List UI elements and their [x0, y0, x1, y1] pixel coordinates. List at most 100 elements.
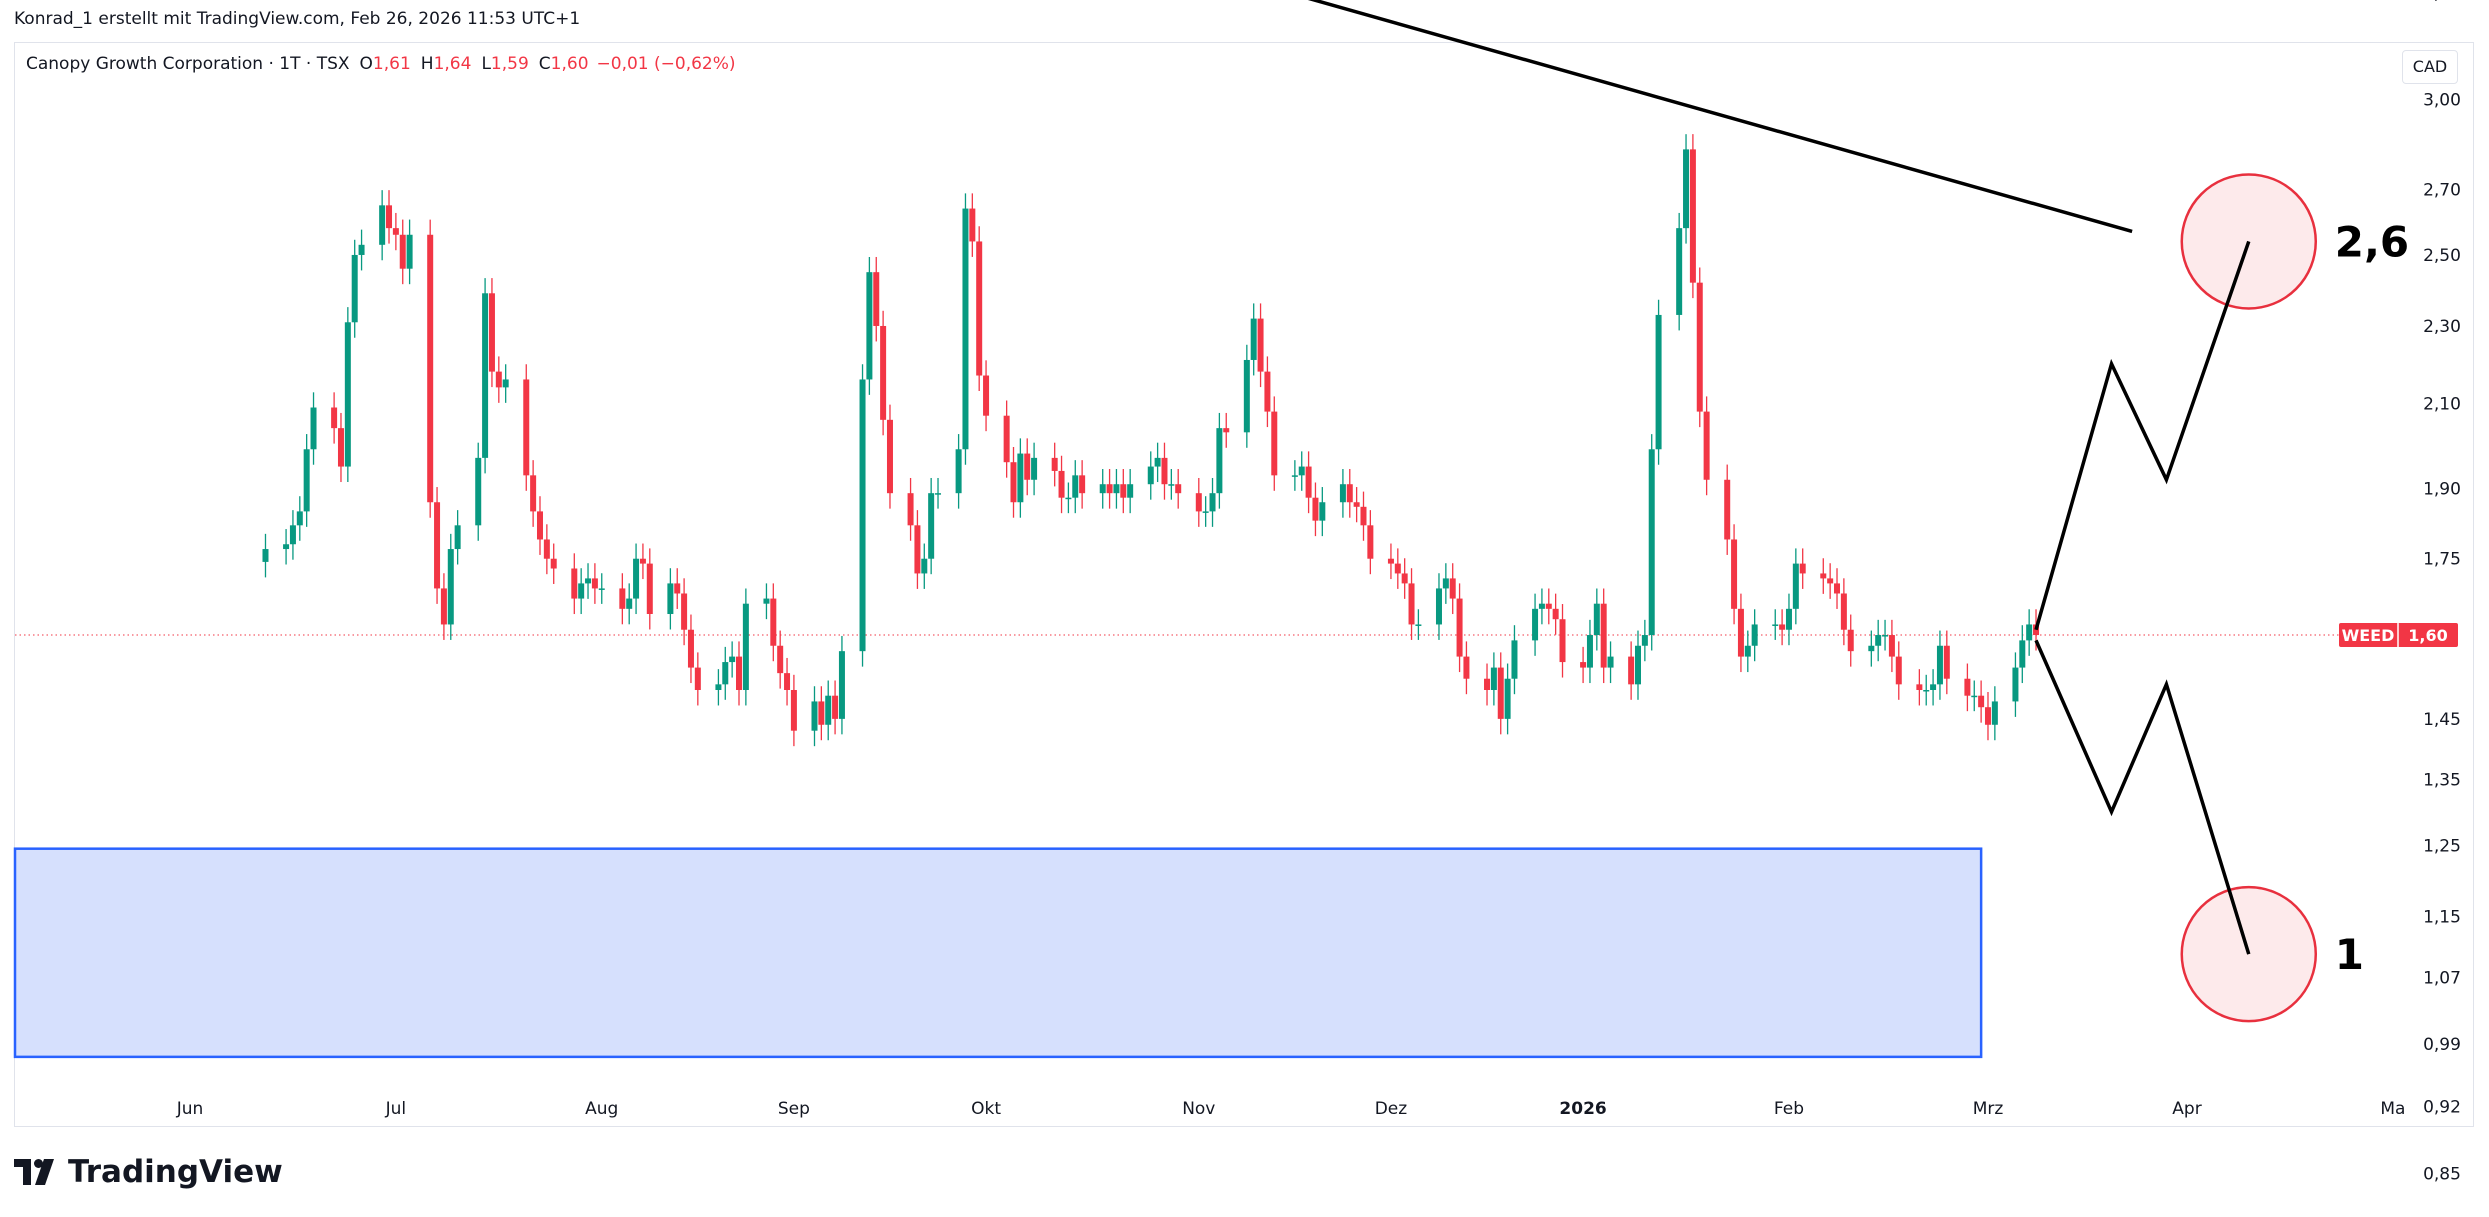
chart-legend: Canopy Growth Corporation · 1T · TSX O1,6… — [26, 54, 736, 74]
candle-body — [1600, 603, 1607, 668]
candle-body — [1580, 662, 1587, 668]
candle-body — [523, 379, 530, 476]
candle-body — [454, 525, 461, 550]
candle-body — [866, 272, 873, 380]
candle-body — [1895, 656, 1902, 685]
candle-body — [818, 701, 825, 725]
candle-body — [262, 549, 269, 562]
candle-body — [763, 598, 770, 604]
y-axis-tick-label: 2,30 — [2423, 317, 2461, 337]
candle-body — [598, 588, 605, 590]
candle-body — [1820, 573, 1827, 579]
candle-body — [1209, 493, 1216, 512]
candle-body — [619, 588, 626, 609]
candle-body — [646, 563, 653, 615]
tradingview-logo[interactable]: TradingView — [14, 1154, 283, 1190]
candle-body — [838, 651, 845, 719]
y-axis-tick-label: 1,75 — [2423, 550, 2461, 570]
candle-body — [495, 371, 502, 388]
candle-body — [434, 502, 441, 589]
candle-body — [1655, 314, 1662, 450]
candle-body — [1676, 228, 1683, 315]
candle-body — [1072, 475, 1079, 498]
bearish-projection-path — [2034, 639, 2251, 955]
y-axis-tick-label: 1,15 — [2423, 907, 2461, 927]
target-label: 2,6 — [2335, 217, 2409, 266]
y-axis-tick-label: 3,00 — [2423, 91, 2461, 111]
candle-body — [578, 583, 585, 599]
candle-body — [1168, 484, 1175, 486]
candle-body — [488, 293, 495, 372]
candle-body — [530, 475, 537, 512]
candle-body — [550, 558, 557, 569]
candle-body — [969, 208, 976, 242]
candle-body — [1834, 583, 1841, 594]
candle-body — [1827, 578, 1834, 584]
candle-body — [873, 272, 880, 326]
candle-body — [681, 593, 688, 630]
candle-body — [296, 511, 303, 526]
candle-body — [880, 325, 887, 420]
candle-body — [1648, 449, 1655, 636]
candle-body — [1744, 645, 1751, 657]
candle-body — [1003, 415, 1010, 463]
high-value: 1,64 — [433, 54, 472, 74]
candle-body — [1106, 484, 1113, 494]
candle-body — [1127, 484, 1134, 498]
candle-body — [1099, 484, 1106, 494]
candle-body — [1024, 453, 1031, 480]
candle-body — [337, 428, 344, 467]
currency-button[interactable]: CAD — [2402, 50, 2458, 84]
candle-body — [907, 493, 914, 526]
y-axis-tick-label: 1,45 — [2423, 710, 2461, 730]
candle-body — [1415, 624, 1422, 626]
candle-body — [1751, 624, 1758, 646]
x-axis-tick-label: Dez — [1375, 1099, 1408, 1119]
candle-body — [1847, 629, 1854, 652]
candle-body — [1387, 558, 1394, 564]
candle-body — [1401, 573, 1408, 584]
candle-body — [1785, 608, 1792, 630]
x-axis-tick-label: Aug — [585, 1099, 618, 1119]
high-label: H — [420, 54, 434, 74]
candle-body — [1271, 411, 1278, 476]
candle-body — [536, 511, 543, 540]
candle-body — [1593, 603, 1600, 636]
y-axis-tick-label: 1,35 — [2423, 771, 2461, 791]
candle-body — [674, 583, 681, 594]
candle-body — [1449, 578, 1456, 599]
candle-body — [1367, 525, 1374, 559]
change-value: −0,01 (−0,62%) — [596, 54, 736, 74]
candle-body — [1346, 484, 1353, 503]
candle-body — [1978, 695, 1985, 708]
candle-body — [694, 667, 701, 690]
candle-body — [392, 228, 399, 235]
candle-body — [859, 379, 866, 652]
candle-body — [1923, 690, 1930, 692]
x-axis-tick-label: Okt — [971, 1099, 1001, 1119]
candle-body — [358, 244, 365, 255]
candle-body — [1840, 593, 1847, 630]
candle-body — [1058, 470, 1065, 498]
y-axis-tick-label: 2,70 — [2423, 180, 2461, 200]
candle-body — [2012, 667, 2019, 702]
price-tag-value: 1,60 — [2408, 626, 2447, 645]
candle-body — [2019, 640, 2026, 668]
candle-body — [1703, 411, 1710, 480]
candle-body — [1607, 656, 1614, 668]
x-axis-tick-label: Nov — [1182, 1099, 1215, 1119]
candle-body — [482, 293, 489, 458]
candle-body — [722, 662, 729, 685]
candle-body — [639, 558, 646, 564]
candle-body — [1161, 457, 1168, 485]
symbol-description[interactable]: Canopy Growth Corporation · 1T · TSX — [26, 54, 350, 74]
candle-body — [914, 525, 921, 574]
candle-body — [1017, 453, 1024, 503]
candle-body — [736, 656, 743, 690]
candle-body — [303, 449, 310, 512]
candle-body — [1250, 318, 1257, 360]
candle-body — [715, 684, 722, 690]
candle-body — [1264, 371, 1271, 412]
candle-body — [1435, 588, 1442, 625]
